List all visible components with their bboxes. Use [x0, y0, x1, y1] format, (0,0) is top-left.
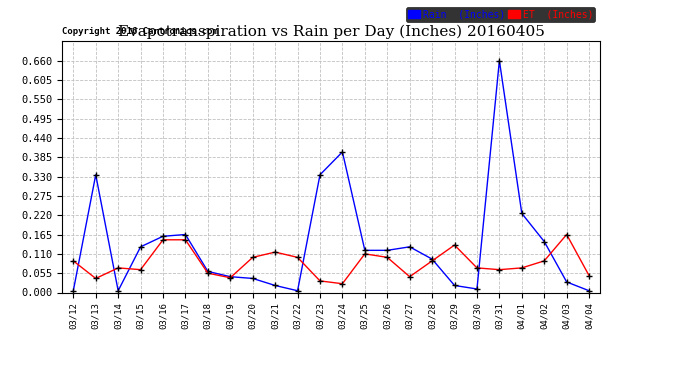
- Title: Evapotranspiration vs Rain per Day (Inches) 20160405: Evapotranspiration vs Rain per Day (Inch…: [118, 24, 544, 39]
- Text: Copyright 2016 Cartronics.com: Copyright 2016 Cartronics.com: [62, 27, 218, 36]
- Legend: Rain  (Inches), ET  (Inches): Rain (Inches), ET (Inches): [406, 7, 595, 22]
